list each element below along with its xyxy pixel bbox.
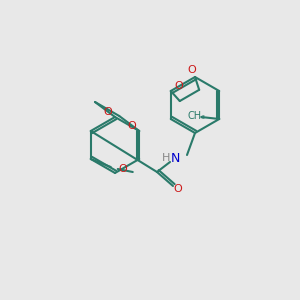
Text: O: O: [128, 121, 136, 131]
Text: O: O: [174, 81, 183, 91]
Text: H: H: [162, 153, 170, 163]
Text: O: O: [174, 184, 182, 194]
Text: O: O: [118, 164, 127, 174]
Text: N: N: [170, 152, 180, 164]
Text: CH₃: CH₃: [187, 111, 205, 121]
Text: O: O: [103, 107, 112, 117]
Text: O: O: [188, 65, 196, 75]
